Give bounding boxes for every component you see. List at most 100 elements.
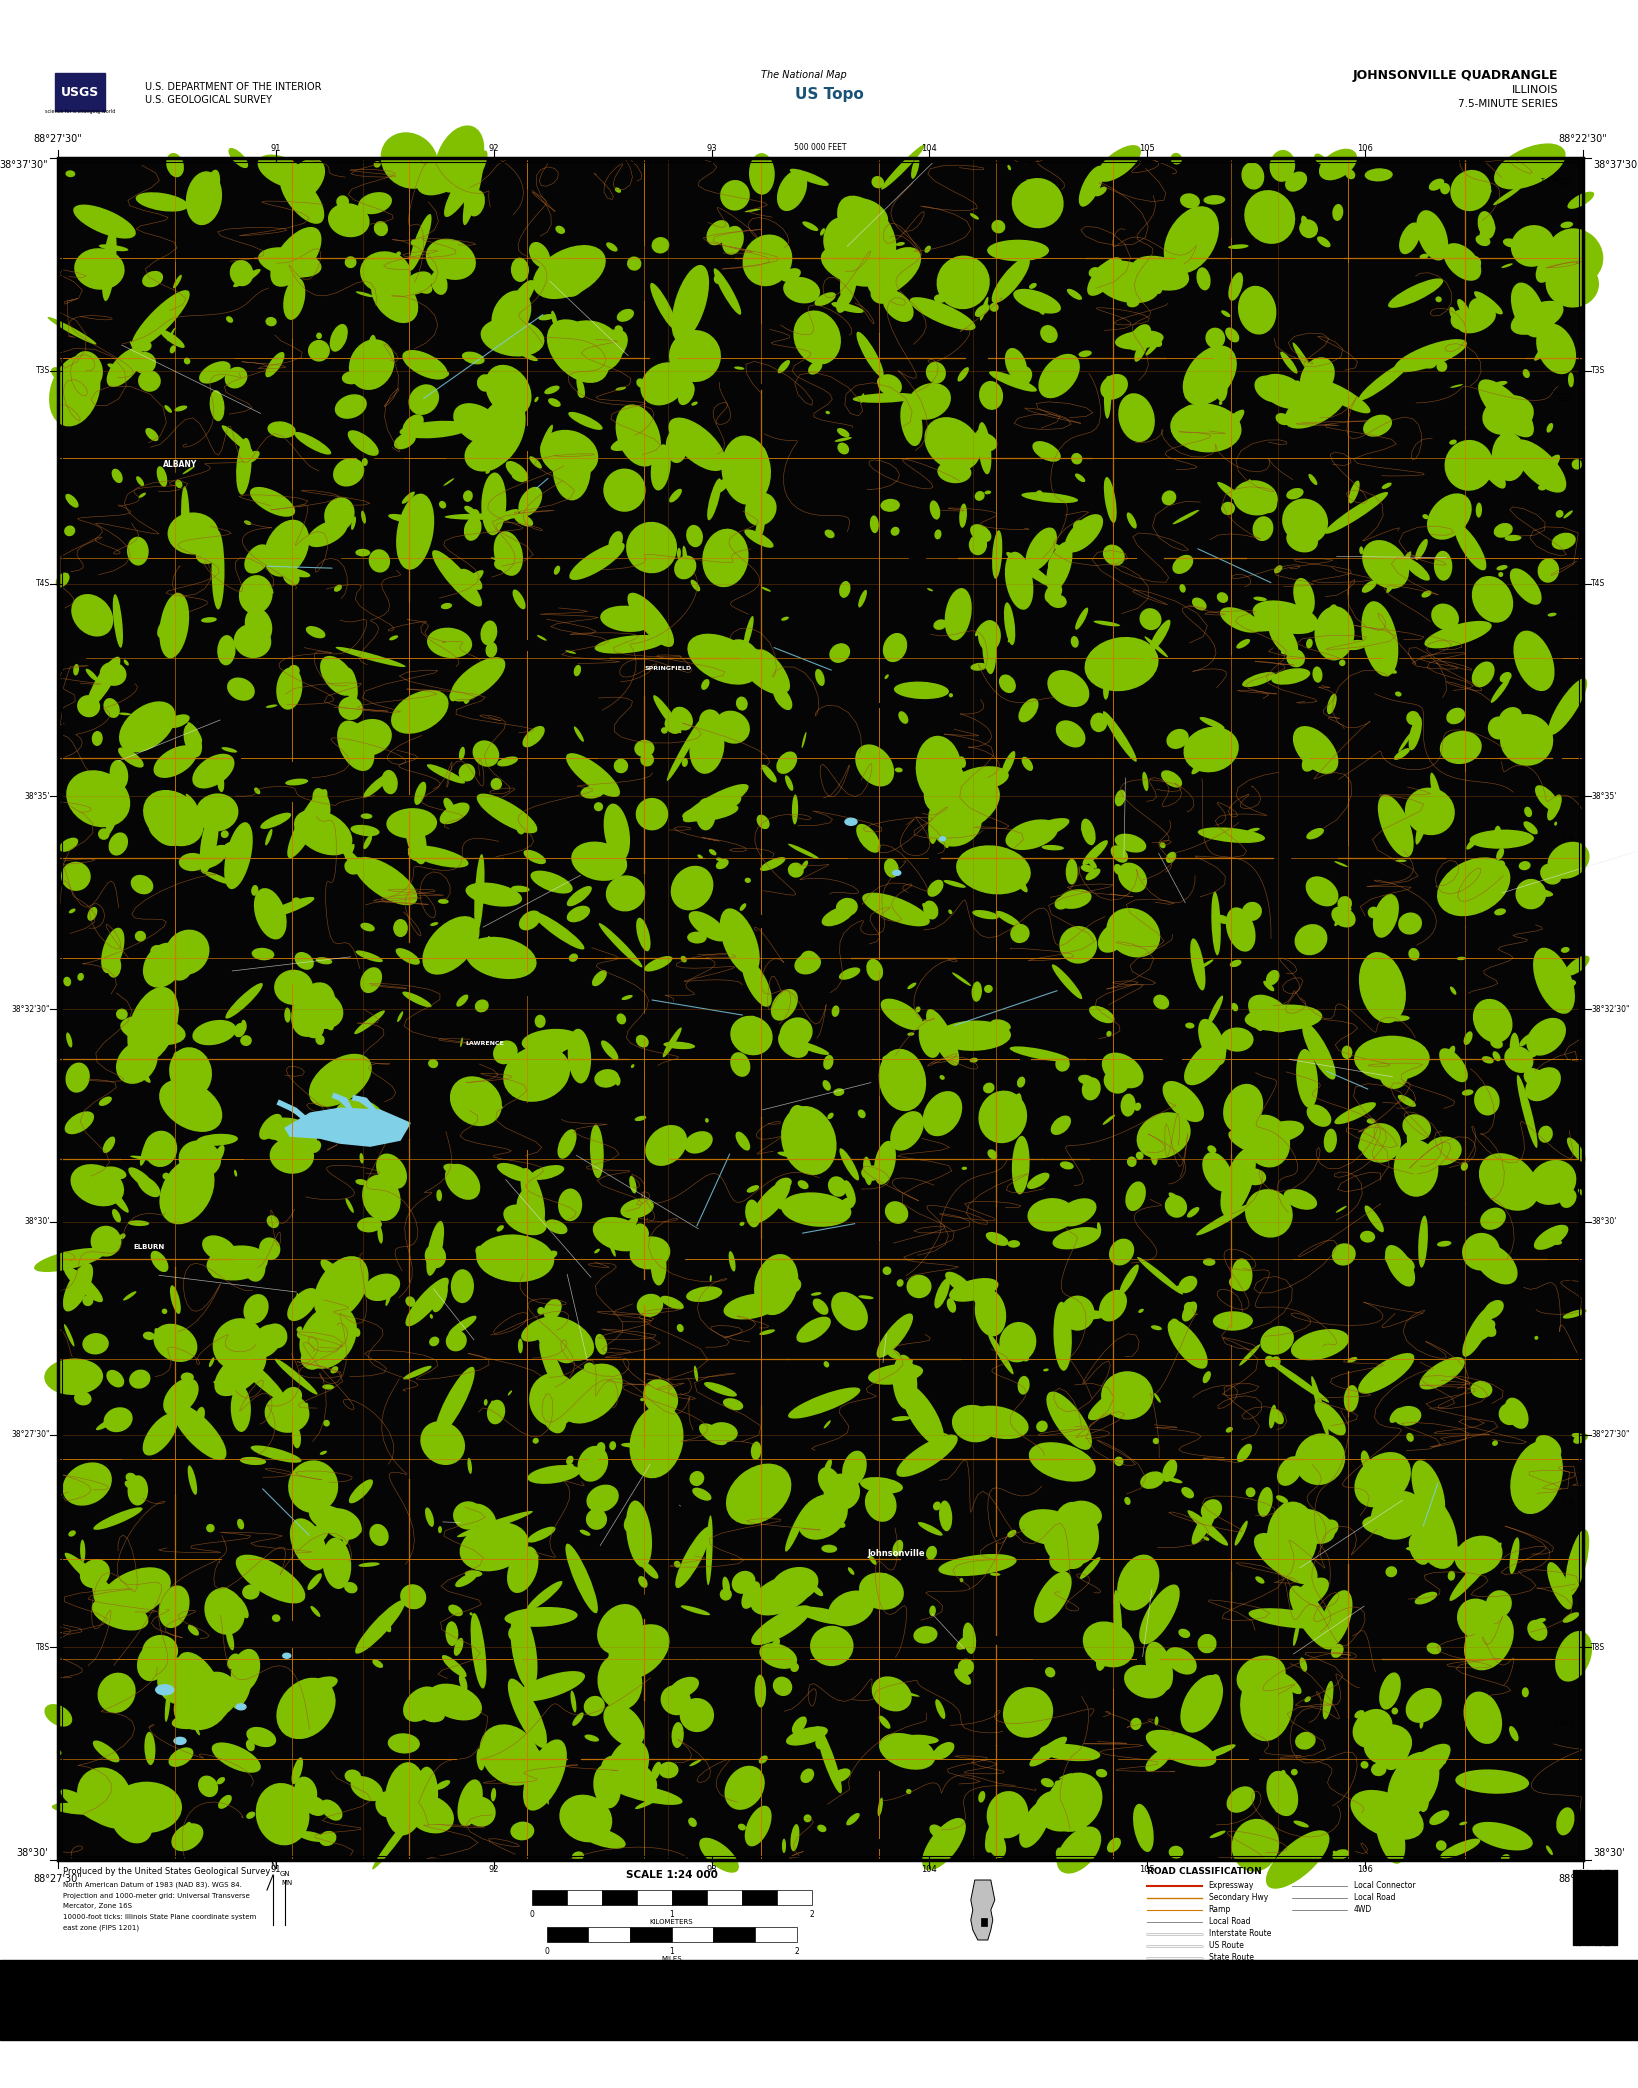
Text: The National Map: The National Map (762, 71, 847, 79)
Text: Expressway: Expressway (1209, 1881, 1255, 1890)
Text: T 7: T 7 (1563, 1057, 1572, 1063)
Bar (706, 1890, 742, 1904)
Text: 4WD: 4WD (1353, 1906, 1373, 1915)
Bar (588, 1927, 631, 1942)
Text: 0: 0 (544, 1946, 549, 1956)
Text: USGS: USGS (61, 86, 100, 98)
Ellipse shape (283, 1654, 292, 1658)
Text: 38°37'30": 38°37'30" (1594, 161, 1638, 169)
Bar (713, 1927, 755, 1942)
Bar (637, 1890, 672, 1904)
Text: 106: 106 (1358, 144, 1373, 152)
Text: T 3 W,000
FEET: T 3 W,000 FEET (1541, 177, 1572, 188)
Text: 106: 106 (1358, 1865, 1373, 1875)
Text: 500 000 FEET: 500 000 FEET (794, 142, 847, 152)
Text: ELBURN: ELBURN (134, 1244, 165, 1251)
Text: State Route: State Route (1209, 1954, 1253, 1963)
Bar (62, 163, 1579, 1856)
Text: 38°37'30": 38°37'30" (0, 161, 48, 169)
Text: T 8: T 8 (1563, 1278, 1572, 1284)
Bar (601, 1890, 637, 1904)
Bar (532, 1890, 567, 1904)
Text: 38°32'30": 38°32'30" (1590, 1004, 1630, 1013)
Ellipse shape (156, 1685, 174, 1695)
Polygon shape (981, 1919, 986, 1925)
Text: SPRINGFIELD: SPRINGFIELD (644, 666, 691, 670)
Bar (631, 1927, 672, 1942)
Text: ROAD CLASSIFICATION: ROAD CLASSIFICATION (1147, 1867, 1261, 1877)
Bar (672, 1927, 713, 1942)
Text: 1 10 000
FEET: 1 10 000 FEET (1546, 390, 1572, 401)
Bar (742, 1890, 776, 1904)
Text: 91: 91 (270, 144, 282, 152)
Text: 104: 104 (922, 1865, 937, 1875)
Ellipse shape (845, 818, 857, 825)
Text: 88°27'30": 88°27'30" (34, 1875, 82, 1883)
Text: 38°27'30": 38°27'30" (1590, 1430, 1630, 1439)
Ellipse shape (174, 1737, 187, 1743)
Text: 105: 105 (1140, 144, 1155, 152)
Text: U.S. DEPARTMENT OF THE INTERIOR: U.S. DEPARTMENT OF THE INTERIOR (146, 81, 321, 92)
Text: 38°32'30": 38°32'30" (11, 1004, 51, 1013)
Text: 105: 105 (1140, 1865, 1155, 1875)
Text: T 10 S: T 10 S (1553, 1721, 1572, 1727)
Text: T 5: T 5 (1563, 616, 1572, 620)
Bar (57, 159, 1582, 1860)
Bar (1574, 1871, 1577, 1946)
Text: T 6: T 6 (1563, 837, 1572, 841)
Bar (57, 159, 1582, 1860)
Polygon shape (336, 1096, 351, 1111)
Text: T3S: T3S (36, 365, 51, 376)
Text: T8S: T8S (1590, 1643, 1605, 1652)
Bar (547, 1927, 588, 1942)
Text: Mercator, Zone 16S: Mercator, Zone 16S (62, 1902, 133, 1908)
Text: KILOMETERS: KILOMETERS (650, 1919, 693, 1925)
Bar (567, 1890, 601, 1904)
Text: ILLINOIS: ILLINOIS (1512, 86, 1558, 94)
Bar (57, 159, 1582, 1860)
Text: Johnsonville: Johnsonville (868, 1549, 925, 1558)
Text: T 9: T 9 (1563, 1499, 1572, 1505)
Text: 2: 2 (809, 1911, 814, 1919)
Polygon shape (280, 1102, 310, 1123)
Text: U.S. GEOLOGICAL SURVEY: U.S. GEOLOGICAL SURVEY (146, 94, 272, 104)
Text: T8S: T8S (36, 1643, 51, 1652)
Text: MN: MN (282, 1879, 292, 1885)
Text: science for a changing world: science for a changing world (44, 109, 115, 113)
Text: 104: 104 (922, 144, 937, 152)
Text: Secondary Hwy: Secondary Hwy (1209, 1894, 1268, 1902)
Text: LAWRENCE: LAWRENCE (465, 1040, 505, 1046)
Text: 38°35': 38°35' (1590, 791, 1617, 802)
Ellipse shape (893, 871, 901, 875)
Text: 92: 92 (488, 1865, 500, 1875)
Text: 88°22'30": 88°22'30" (1559, 1875, 1607, 1883)
Text: 38°30': 38°30' (16, 1848, 48, 1858)
Text: 7.5-MINUTE SERIES: 7.5-MINUTE SERIES (1458, 98, 1558, 109)
Text: US Topo: US Topo (794, 88, 863, 102)
Text: 38°35': 38°35' (25, 791, 51, 802)
Text: T3S: T3S (1590, 365, 1605, 376)
Bar (776, 1890, 811, 1904)
Ellipse shape (236, 1704, 246, 1710)
Text: Interstate Route: Interstate Route (1209, 1929, 1271, 1938)
Text: SCALE 1:24 000: SCALE 1:24 000 (626, 1871, 717, 1879)
Text: Local Road: Local Road (1353, 1894, 1396, 1902)
Polygon shape (285, 1109, 410, 1146)
Text: 38°30': 38°30' (1590, 1217, 1617, 1226)
Text: Projection and 1000-meter grid: Universal Transverse: Projection and 1000-meter grid: Universa… (62, 1894, 249, 1898)
Text: 38°30': 38°30' (25, 1217, 51, 1226)
Text: 1: 1 (670, 1946, 673, 1956)
Bar (1584, 1871, 1586, 1946)
Text: JOHNSONVILLE QUADRANGLE: JOHNSONVILLE QUADRANGLE (1353, 69, 1558, 81)
Text: North American Datum of 1983 (NAD 83). WGS 84.: North American Datum of 1983 (NAD 83). W… (62, 1881, 242, 1888)
Text: T4S: T4S (36, 578, 51, 589)
Bar (56, 73, 105, 111)
Bar (1599, 1871, 1600, 1946)
Text: ALBANY: ALBANY (162, 459, 197, 470)
Bar (0, 1961, 1638, 2040)
Text: Local Road: Local Road (1209, 1917, 1250, 1927)
Polygon shape (355, 1098, 375, 1113)
Text: Local Connector: Local Connector (1353, 1881, 1415, 1890)
Text: 93: 93 (706, 1865, 717, 1875)
Text: 10000-foot ticks: Illinois State Plane coordinate system: 10000-foot ticks: Illinois State Plane c… (62, 1915, 256, 1921)
